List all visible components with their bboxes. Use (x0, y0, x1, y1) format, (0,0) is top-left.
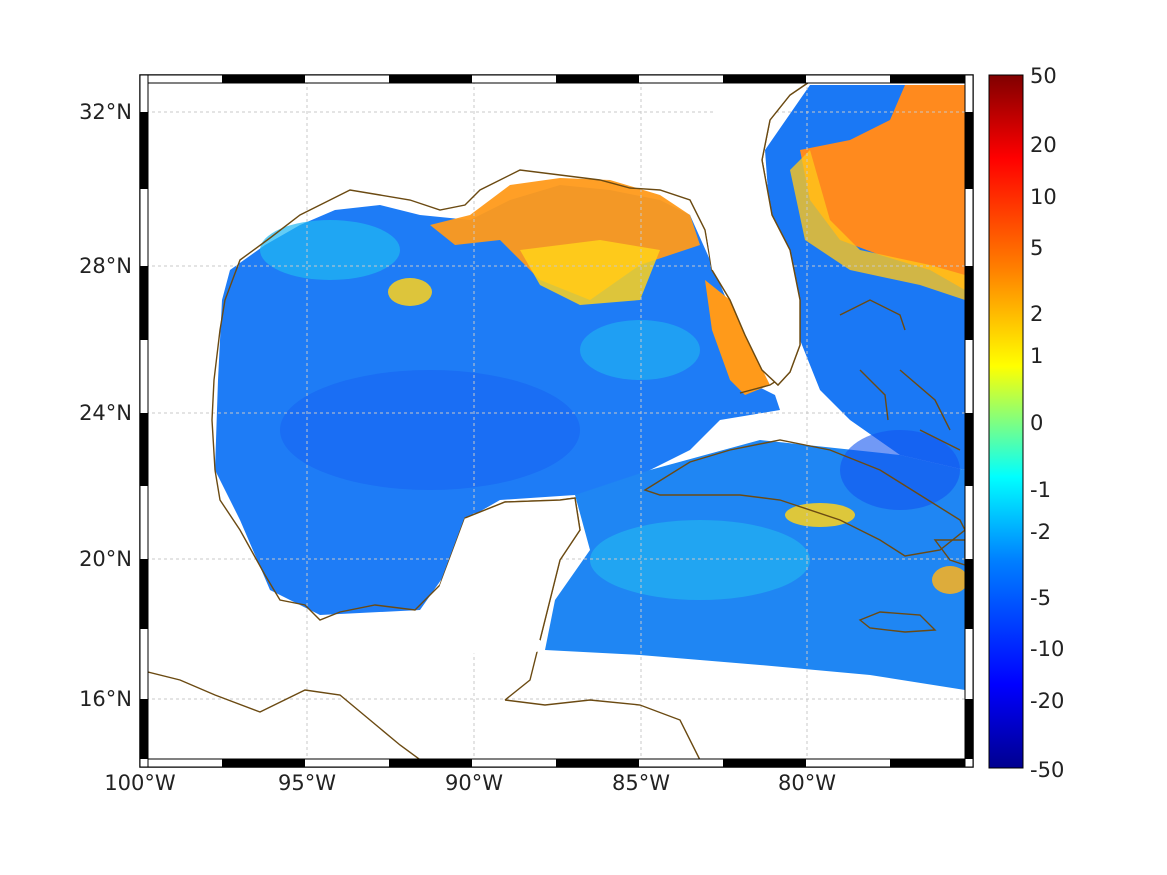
honduras-coast (504, 699, 701, 761)
colorbar-tick-label: 5 (1030, 236, 1043, 260)
colorbar-tick-label: -20 (1030, 689, 1064, 713)
florida-shelf-warm (705, 280, 770, 395)
latitude-labels: 32°N 28°N 24°N 20°N 16°N (79, 100, 132, 711)
colorbar-tick-label: 10 (1030, 185, 1057, 209)
longitude-labels: 100°W 95°W 90°W 85°W 80°W (104, 771, 836, 795)
cuba-yellow (785, 503, 855, 527)
lat-label: 28°N (79, 254, 132, 278)
colorbar-gradient (988, 74, 1024, 769)
lat-label: 32°N (79, 100, 132, 124)
central-america-coast (140, 669, 431, 767)
lat-label: 20°N (79, 547, 132, 571)
colorbar-tick-label: 20 (1030, 133, 1057, 157)
gulf-deep-blue (280, 370, 580, 490)
map-field (215, 85, 968, 690)
caribbean-cyan (590, 520, 810, 600)
northern-shelf-yellow (520, 240, 660, 305)
lon-label: 80°W (778, 771, 836, 795)
colorbar: 50 20 10 5 2 1 0 -1 -2 -5 -10 -20 -50 (988, 64, 1064, 782)
map-frame (139, 74, 974, 768)
colorbar-tick-label: -10 (1030, 637, 1064, 661)
colorbar-tick-label: 0 (1030, 411, 1043, 435)
land-areas (430, 78, 815, 660)
colorbar-tick-label: -50 (1030, 758, 1064, 782)
atlantic-deep-blue (840, 430, 960, 510)
lat-label: 16°N (79, 687, 132, 711)
hispaniola-yellow (932, 566, 968, 594)
colorbar-tick-label: -1 (1030, 478, 1051, 502)
colorbar-labels: 50 20 10 5 2 1 0 -1 -2 -5 -10 -20 -50 (1030, 64, 1064, 782)
gulf-cyan-east (580, 320, 700, 380)
loop-eddy (388, 278, 432, 306)
lon-label: 95°W (278, 771, 336, 795)
jamaica (858, 611, 937, 633)
gulf-cyan-patch (260, 220, 400, 280)
colorbar-tick-label: -5 (1030, 586, 1051, 610)
colorbar-tick-label: -2 (1030, 520, 1051, 544)
coastlines-over (464, 77, 816, 641)
bahamas (839, 299, 961, 451)
colorbar-tick-label: 2 (1030, 302, 1043, 326)
lon-label: 85°W (612, 771, 670, 795)
yucatan-land (430, 498, 580, 660)
lat-label: 24°N (79, 401, 132, 425)
coastlines (140, 77, 966, 767)
colorbar-tick-label: 50 (1030, 64, 1057, 88)
colorbar-tick-label: 1 (1030, 344, 1043, 368)
lon-label: 100°W (104, 771, 176, 795)
florida-land (700, 78, 815, 385)
lon-label: 90°W (445, 771, 503, 795)
